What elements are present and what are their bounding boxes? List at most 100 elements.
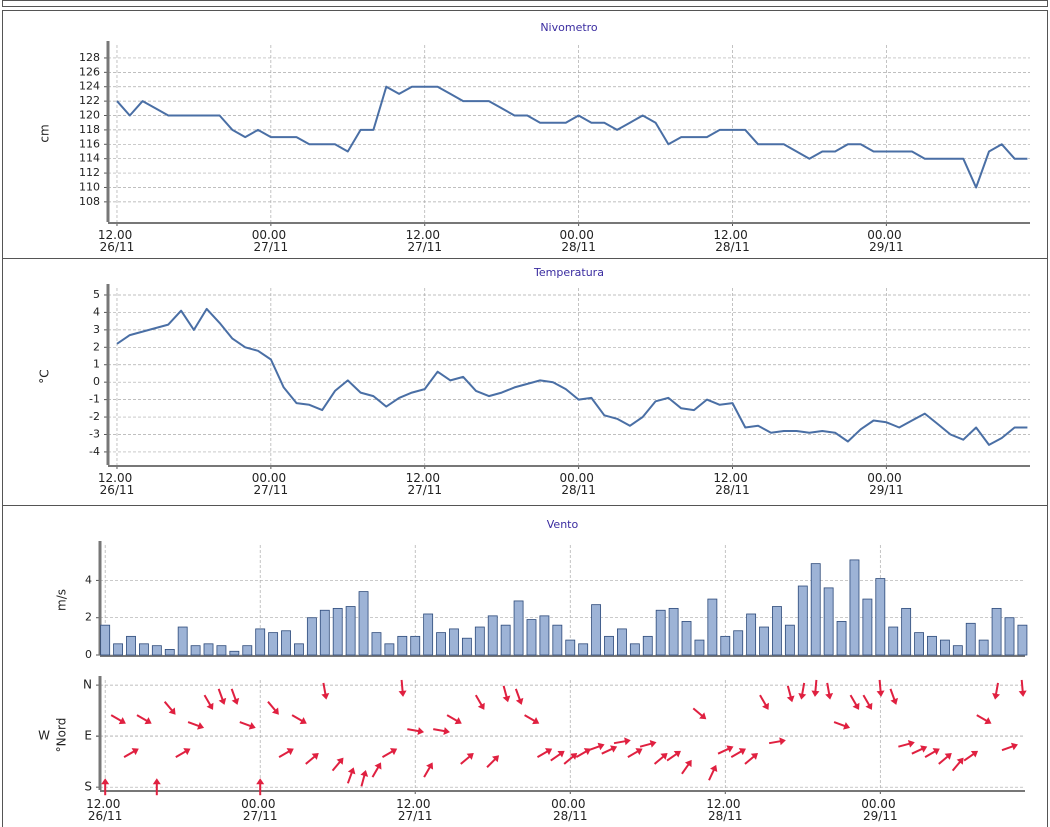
y-tick-label: -3 — [89, 427, 100, 440]
arrow-head — [660, 753, 668, 760]
x-tick-label: 00.00 28/11 — [551, 797, 589, 823]
arrow-head — [920, 745, 928, 753]
arrow-shaft — [911, 747, 925, 755]
arrow-head — [811, 690, 820, 697]
bar — [552, 624, 563, 656]
arrow-head — [673, 750, 681, 758]
wind-arrow — [360, 770, 369, 787]
arrow-shaft — [681, 762, 691, 775]
bar — [203, 643, 214, 656]
arrow-shaft — [291, 714, 304, 723]
wind-arrow — [110, 714, 126, 725]
arrow-head — [984, 717, 992, 725]
bar — [875, 578, 886, 656]
bar — [461, 637, 472, 656]
bar — [772, 606, 782, 656]
arrow-head — [907, 739, 915, 748]
bar — [604, 635, 614, 656]
x-tick-label: 12.00 28/11 — [713, 471, 751, 497]
bar — [939, 639, 950, 656]
wind-arrow — [588, 742, 605, 752]
bar — [371, 632, 382, 656]
y-tick-label: 3 — [93, 323, 100, 336]
bar — [1017, 624, 1028, 656]
y-tick-label: W — [38, 729, 50, 743]
arrow-head — [786, 695, 795, 703]
arrow-head — [389, 748, 398, 756]
wind-arrow — [446, 714, 462, 725]
y-tick-label: 0 — [93, 375, 100, 388]
y-tick-label: 5 — [93, 288, 100, 301]
wind-arrow — [371, 762, 382, 778]
wind-arrow — [862, 694, 873, 710]
wind-arrow — [692, 707, 707, 720]
bar — [190, 645, 201, 656]
arrow-head — [286, 748, 294, 756]
x-tick-label: 00.00 28/11 — [560, 471, 598, 497]
bar — [784, 624, 795, 656]
arrow-shaft — [588, 744, 602, 752]
bar — [319, 609, 330, 656]
arrow-head — [932, 748, 940, 756]
arrow-shaft — [653, 754, 666, 765]
arrow-shaft — [433, 728, 447, 733]
arrow-shaft — [187, 721, 201, 728]
arrow-head — [610, 745, 618, 753]
arrow-shaft — [563, 754, 575, 765]
y-tick-label: E — [84, 729, 92, 743]
y-tick-label: 120 — [79, 109, 100, 122]
arrow-shaft — [267, 701, 278, 713]
y-tick-label: 4 — [93, 305, 100, 318]
arrow-head — [532, 717, 540, 725]
arrow-head — [825, 693, 834, 700]
wind-arrow — [305, 753, 319, 765]
arrow-head — [699, 712, 707, 720]
bar — [474, 626, 485, 656]
arrow-shaft — [708, 768, 716, 781]
bar — [423, 613, 434, 656]
arrow-shaft — [381, 749, 395, 758]
wind-arrow — [992, 682, 1001, 700]
bar — [255, 628, 266, 656]
wind-arrow — [681, 759, 692, 775]
arrow-shaft — [575, 749, 589, 758]
wind-arrow — [963, 750, 979, 762]
arrow-shaft — [446, 714, 459, 723]
arrow-shaft — [502, 685, 508, 699]
arrow-shaft — [407, 728, 421, 733]
bar — [888, 626, 899, 656]
arrow-shaft — [768, 739, 783, 745]
arrow-shaft — [486, 757, 497, 768]
panel-wind — [2, 505, 1048, 827]
bar — [952, 645, 963, 656]
arrow-shaft — [474, 694, 484, 707]
arrow-head — [491, 755, 500, 763]
arrow-head — [502, 695, 511, 703]
arrow-head — [544, 748, 553, 756]
bar — [242, 645, 253, 656]
bar — [797, 585, 808, 656]
bar — [1004, 617, 1015, 656]
arrow-head — [183, 748, 191, 756]
wind-arrow — [239, 721, 256, 730]
arrow-head — [477, 702, 485, 710]
wind-arrow — [267, 701, 279, 715]
arrow-head — [206, 702, 214, 710]
wind-arrow — [639, 739, 657, 748]
arrow-shaft — [278, 749, 291, 758]
arrow-head — [101, 778, 110, 785]
bar — [759, 626, 769, 656]
arrow-head — [570, 753, 578, 760]
wind-arrow — [175, 748, 191, 758]
wind-arrow — [911, 745, 928, 755]
arrow-shaft — [360, 773, 366, 787]
wind-arrow — [256, 778, 265, 796]
arrow-head — [231, 697, 240, 705]
arrow-shaft — [666, 752, 679, 762]
arrow-head — [118, 717, 126, 725]
wind-arrow — [217, 688, 227, 705]
bar — [139, 643, 149, 656]
bar — [449, 628, 459, 656]
arrow-shaft — [203, 694, 212, 707]
